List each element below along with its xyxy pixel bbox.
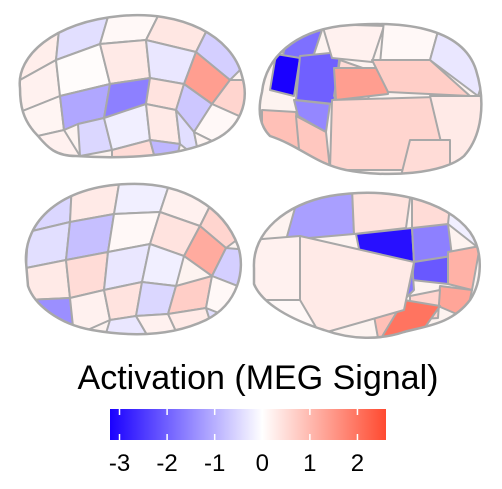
cortical-region [25, 297, 75, 335]
cortical-region [145, 103, 181, 145]
cortical-region [321, 24, 385, 63]
cortical-region [299, 235, 415, 335]
brain-view-left-lateral [18, 13, 246, 159]
brain-outline [252, 191, 481, 339]
colorbar-ticks: -3 -2 -1 0 1 2 [109, 409, 364, 477]
cortical-region [411, 192, 453, 229]
cortical-region [351, 192, 413, 235]
colorbar-tick-label: -2 [156, 450, 177, 477]
colorbar-tick-label: 2 [351, 450, 364, 477]
cortical-region [269, 53, 301, 97]
brain-outline [18, 13, 246, 159]
colorbar [110, 409, 386, 440]
cortical-region [379, 299, 441, 338]
brain-views [18, 13, 483, 339]
cortical-region [205, 307, 237, 335]
legend-title: Activation (MEG Signal) [78, 359, 439, 397]
brain-outline [258, 22, 483, 176]
cortical-region [99, 39, 151, 85]
colorbar-tick-label: 0 [256, 450, 269, 477]
colorbar-tick-label: 1 [303, 450, 316, 477]
colorbar-tick-label: -1 [204, 450, 225, 477]
brain-view-right-lateral [24, 182, 243, 336]
brain-view-right-medial [252, 191, 481, 339]
brain-view-left-medial [258, 22, 483, 176]
cortical-region [261, 109, 301, 151]
brain-outline [24, 182, 243, 336]
cortical-region [333, 67, 389, 101]
colorbar-tick-label: -3 [109, 450, 130, 477]
cortical-region [261, 149, 311, 174]
cortical-region [285, 192, 355, 241]
